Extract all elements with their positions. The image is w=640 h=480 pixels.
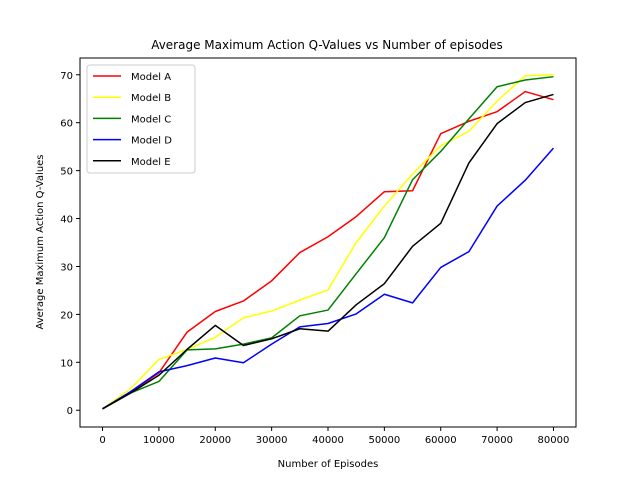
- y-tick-label: 70: [60, 71, 73, 82]
- legend-label: Model B: [131, 93, 171, 104]
- y-axis-label: Average Maximum Action Q-Values: [35, 154, 46, 329]
- series-line-model-c: [102, 75, 554, 410]
- legend-label: Model D: [131, 136, 172, 147]
- series-line-model-a: [102, 90, 554, 410]
- x-axis: 0 10000 20000 30000 40000 50000 60000 70000 8000…: [99, 427, 569, 446]
- y-tick-label: 60: [60, 119, 73, 130]
- y-tick-label: 20: [60, 310, 73, 321]
- y-tick-label: 40: [60, 215, 73, 226]
- x-tick-label: 10000: [143, 435, 175, 446]
- chart-title: Average Maximum Action Q-Values vs Numbe…: [151, 38, 503, 52]
- y-tick-label: 0: [67, 406, 73, 417]
- x-tick-label: 40000: [312, 435, 344, 446]
- series-line-model-d: [102, 147, 555, 410]
- legend: Model A Model B Model C Model D Model E: [86, 64, 196, 174]
- legend-label: Model A: [131, 72, 171, 83]
- x-axis-label: Number of Episodes: [278, 459, 379, 470]
- y-tick-label: 30: [60, 262, 73, 273]
- y-tick-label: 50: [60, 167, 73, 178]
- x-tick-label: 70000: [481, 435, 513, 446]
- legend-label: Model E: [131, 157, 171, 168]
- x-tick-label: 60000: [425, 435, 457, 446]
- y-tick-label: 10: [60, 358, 73, 369]
- x-tick-label: 20000: [199, 435, 231, 446]
- x-tick-label: 30000: [256, 435, 288, 446]
- y-axis: 0 10 20 30 40 50 60 70: [60, 71, 80, 417]
- x-tick-label: 50000: [368, 435, 400, 446]
- legend-box: [86, 64, 196, 174]
- series-line-model-b: [102, 74, 554, 410]
- x-tick-label: 80000: [538, 435, 570, 446]
- x-tick-label: 0: [99, 435, 105, 446]
- series-line-model-e: [102, 93, 554, 410]
- legend-label: Model C: [131, 114, 171, 125]
- plot-lines: [102, 74, 555, 410]
